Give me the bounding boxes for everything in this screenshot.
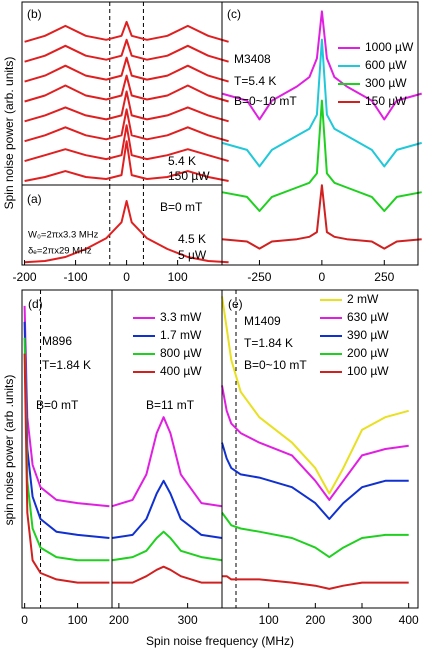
annotation: T=1.84 K bbox=[244, 336, 293, 350]
x-tick-label: 200 bbox=[109, 613, 129, 627]
annotation: B=0 mT bbox=[160, 200, 203, 214]
spectrum-line bbox=[221, 99, 422, 212]
x-tick-label: 0 bbox=[123, 270, 130, 284]
annotation: B=0~10 mT bbox=[234, 94, 297, 108]
spectrum-line bbox=[24, 108, 229, 143]
legend-label: 200 µW bbox=[347, 346, 389, 360]
legend-label: 1000 µW bbox=[365, 40, 414, 54]
legend-label: 2 mW bbox=[347, 292, 379, 306]
x-tick-label: 300 bbox=[352, 613, 372, 627]
annotation: T=5.4 K bbox=[234, 74, 276, 88]
legend-label: 800 µW bbox=[160, 346, 202, 360]
annotation: δₑ=2πx29 MHz bbox=[28, 246, 92, 257]
panel-label: (a) bbox=[27, 192, 42, 206]
x-tick-label: -100 bbox=[64, 270, 88, 284]
spectrum-line bbox=[221, 10, 422, 121]
spectrum-line bbox=[111, 530, 223, 562]
spectrum-line bbox=[24, 20, 229, 43]
x-tick-label: 0 bbox=[21, 613, 28, 627]
legend-label: 390 µW bbox=[347, 328, 389, 342]
annotation: W₀=2πx3.3 MHz bbox=[28, 230, 99, 241]
x-tick-label: 250 bbox=[374, 270, 394, 284]
x-tick-label: 100 bbox=[168, 270, 188, 284]
spectrum-line bbox=[112, 565, 222, 584]
y-axis-label: Spin noise power (arb. units) bbox=[2, 57, 16, 210]
spectrum-line bbox=[221, 385, 409, 501]
annotation: B=0~10 mT bbox=[244, 358, 307, 372]
annotation: 4.5 K bbox=[178, 232, 206, 246]
panel-frame bbox=[221, 289, 419, 609]
annotation: M896 bbox=[42, 334, 72, 348]
x-tick-label: 100 bbox=[68, 613, 88, 627]
spectrum-line bbox=[111, 416, 223, 508]
legend-label: 630 µW bbox=[347, 310, 389, 324]
spectrum-line bbox=[221, 512, 409, 559]
legend-label: 150 µW bbox=[365, 94, 407, 108]
spectrum-line bbox=[24, 74, 229, 103]
spectrum-line bbox=[222, 575, 409, 590]
spectrum-line bbox=[24, 200, 229, 264]
annotation: M3408 bbox=[234, 52, 271, 66]
annotation: B=0 mT bbox=[36, 398, 79, 412]
annotation: B=11 mT bbox=[146, 398, 195, 412]
spectrum-line bbox=[23, 353, 110, 584]
spectrum-line bbox=[24, 38, 229, 63]
x-tick-label: 100 bbox=[259, 613, 279, 627]
legend-label: 3.3 mW bbox=[160, 310, 202, 324]
x-axis-label: Spin noise frequency (MHz) bbox=[146, 634, 294, 648]
spectrum-line bbox=[24, 90, 229, 123]
spectrum-line bbox=[221, 296, 409, 495]
annotation: 5 µW bbox=[178, 248, 207, 262]
annotation: M1409 bbox=[244, 314, 281, 328]
spectrum-line bbox=[24, 124, 229, 163]
spectrum-line bbox=[221, 38, 422, 168]
spectrum-line bbox=[24, 56, 229, 83]
x-tick-label: 0 bbox=[319, 270, 326, 284]
annotation: 150 µW bbox=[168, 169, 210, 183]
x-tick-label: 400 bbox=[399, 613, 419, 627]
legend-label: 1.7 mW bbox=[160, 328, 202, 342]
spectrum-line bbox=[24, 140, 229, 182]
x-tick-label: -200 bbox=[13, 270, 37, 284]
spectrum-line bbox=[221, 442, 409, 520]
y-axis-label: spin noise power (arb .units) bbox=[2, 375, 16, 526]
spectrum-line bbox=[111, 479, 223, 539]
legend-label: 300 µW bbox=[365, 76, 407, 90]
legend-label: 100 µW bbox=[347, 364, 389, 378]
annotation: 5.4 K bbox=[168, 154, 196, 168]
x-tick-label: 200 bbox=[305, 613, 325, 627]
panel-label: (c) bbox=[227, 7, 241, 21]
spectrum-line bbox=[221, 184, 422, 250]
legend-label: 600 µW bbox=[365, 58, 407, 72]
panel-frame bbox=[221, 1, 419, 266]
x-tick-label: 300 bbox=[178, 613, 198, 627]
panel-label: (e) bbox=[228, 297, 243, 311]
annotation: T=1.84 K bbox=[42, 358, 91, 372]
panel-label: (b) bbox=[27, 7, 42, 21]
panel-label: (d) bbox=[28, 297, 43, 311]
legend-label: 400 µW bbox=[160, 364, 202, 378]
x-tick-label: -250 bbox=[247, 270, 271, 284]
